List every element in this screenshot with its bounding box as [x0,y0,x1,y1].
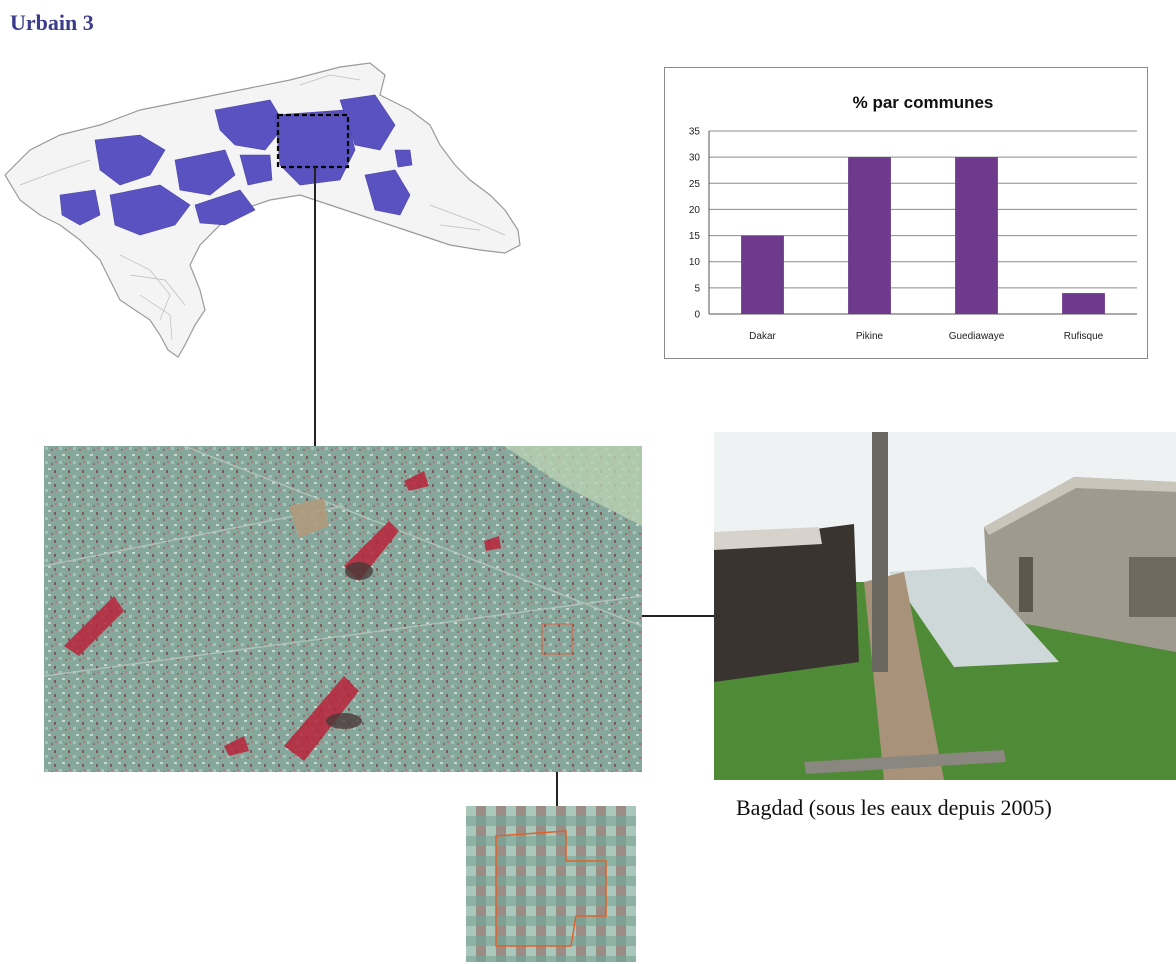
bar-guediawaye [955,157,998,314]
y-tick-label: 20 [689,205,701,216]
map-highlight-zones [59,94,413,236]
bar-dakar [741,235,784,314]
map-focus-rectangle [276,113,350,169]
y-tick-label: 35 [689,127,701,138]
satellite-zoom-inset [466,806,636,962]
connector-satellite-to-photo [642,615,714,617]
region-map [0,55,525,365]
connector-map-to-satellite [314,167,316,447]
page-title: Urbain 3 [10,10,94,35]
photo-caption: Bagdad (sous les eaux depuis 2005) [736,795,1052,820]
x-tick-label: Guediawaye [949,331,1005,342]
x-tick-label: Pikine [856,331,884,342]
bar-pikine [848,157,891,314]
street-photo [714,432,1176,780]
y-tick-label: 30 [689,153,701,164]
bar-chart: % par communes 0 5 10 15 20 25 30 35 Dakar Pikine G… [664,67,1148,359]
map-street-texture [19,74,506,341]
y-tick-label: 5 [694,283,700,294]
x-tick-label: Dakar [749,331,776,342]
x-tick-label: Rufisque [1064,331,1104,342]
satellite-image [44,446,642,772]
y-tick-label: 15 [689,231,701,242]
y-tick-label: 0 [694,310,700,321]
y-tick-label: 10 [689,257,701,268]
bar-rufisque [1062,293,1105,314]
y-tick-label: 25 [689,179,701,190]
chart-title: % par communes [853,93,994,112]
